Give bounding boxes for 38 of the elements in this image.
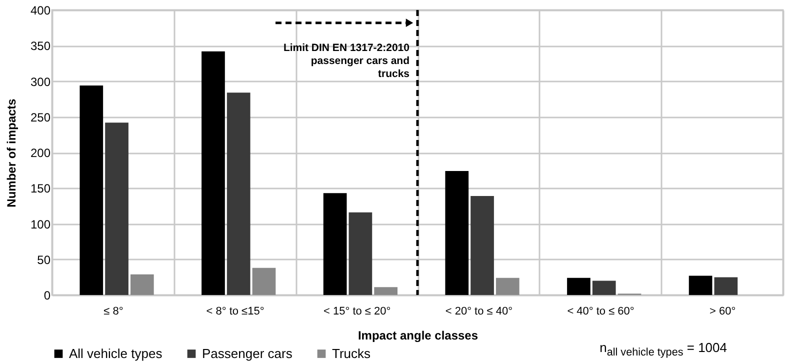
bar	[202, 51, 225, 295]
y-tick-label: 50	[37, 252, 51, 267]
bar	[470, 196, 494, 295]
x-tick-label: ≤ 8°	[104, 306, 124, 318]
legend-label: All vehicle types	[69, 346, 163, 361]
bar	[445, 171, 469, 295]
x-tick-label: > 60°	[710, 306, 736, 318]
x-tick-label: < 40° to ≤ 60°	[567, 306, 634, 318]
bar	[130, 274, 154, 295]
bar	[714, 277, 738, 295]
y-tick-label: 100	[30, 217, 51, 232]
bar	[688, 276, 712, 295]
bar	[592, 280, 616, 295]
y-tick-label: 0	[44, 288, 51, 302]
legend-label: Passenger cars	[202, 346, 293, 361]
bar	[496, 278, 520, 295]
y-tick-label: 350	[30, 39, 51, 54]
legend-label: Trucks	[332, 346, 372, 361]
bar	[226, 92, 250, 295]
x-tick-label: < 8° to ≤15°	[206, 306, 264, 318]
y-tick-label: 400	[30, 4, 51, 18]
ref-line-label: Limit DIN EN 1317-2:2010 passenger cars and trucks	[283, 42, 410, 80]
x-axis-title: Impact angle classes	[358, 328, 478, 342]
x-tick-label: < 20° to ≤ 40°	[445, 306, 512, 318]
y-tick-label: 150	[30, 182, 51, 196]
bar	[567, 278, 590, 295]
y-tick-label: 200	[30, 146, 51, 160]
y-tick-label: 250	[30, 110, 51, 124]
y-tick-label: 300	[30, 74, 51, 89]
bar	[105, 122, 128, 295]
bar	[348, 212, 372, 295]
text: n$_{all vehicle types}$ = 1004	[600, 340, 727, 359]
bar	[374, 287, 398, 295]
bar	[80, 86, 104, 295]
bar	[323, 193, 347, 295]
x-tick-label: < 15° to ≤ 20°	[324, 306, 391, 318]
y-axis-title: Number of impacts	[4, 98, 18, 208]
bar	[252, 268, 276, 295]
